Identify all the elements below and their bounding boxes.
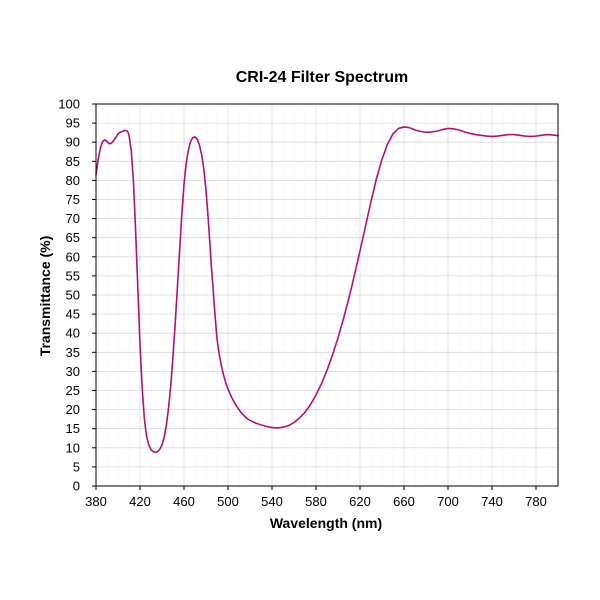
y-tick-label: 20: [66, 402, 80, 417]
x-tick-label: 380: [85, 494, 107, 509]
y-tick-label: 55: [66, 268, 80, 283]
y-tick-label: 40: [66, 326, 80, 341]
y-tick-label: 10: [66, 440, 80, 455]
y-tick-label: 30: [66, 364, 80, 379]
x-tick-label: 780: [525, 494, 547, 509]
x-tick-label: 700: [437, 494, 459, 509]
y-tick-label: 85: [66, 154, 80, 169]
y-tick-label: 65: [66, 230, 80, 245]
y-tick-label: 90: [66, 135, 80, 150]
x-tick-label: 540: [261, 494, 283, 509]
series-layer: [95, 126, 559, 454]
y-axis-label: Transmittance (%): [37, 236, 53, 357]
y-tick-label: 80: [66, 173, 80, 188]
y-tick-label: 100: [58, 97, 80, 112]
y-axis-ticks: 0 5 10 15 20 25 30 35 40 45 50 55 60 65 70 75 80 85 90 95 10…: [58, 97, 96, 494]
x-tick-label: 660: [393, 494, 415, 509]
y-tick-label: 75: [66, 192, 80, 207]
y-tick-label: 15: [66, 421, 80, 436]
chart-title: CRI-24 Filter Spectrum: [236, 69, 408, 86]
x-tick-label: 580: [305, 494, 327, 509]
x-tick-label: 740: [481, 494, 503, 509]
y-tick-label: 25: [66, 383, 80, 398]
y-tick-label: 70: [66, 211, 80, 226]
grid-lines: [95, 103, 558, 487]
x-axis-label: Wavelength (nm): [270, 515, 382, 531]
y-tick-label: 5: [73, 459, 80, 474]
y-tick-label: 60: [66, 249, 80, 264]
y-tick-label: 95: [66, 116, 80, 131]
x-tick-label: 420: [129, 494, 151, 509]
series-line-0: [95, 126, 559, 454]
x-tick-label: 460: [173, 494, 195, 509]
y-tick-label: 50: [66, 288, 80, 303]
y-tick-label: 0: [73, 479, 80, 494]
y-tick-label: 45: [66, 307, 80, 322]
x-tick-label: 620: [349, 494, 371, 509]
y-tick-label: 35: [66, 345, 80, 360]
x-axis-ticks: 380 420 460 500 540 580 620 660 700 740 780: [85, 486, 547, 509]
x-tick-label: 500: [217, 494, 239, 509]
